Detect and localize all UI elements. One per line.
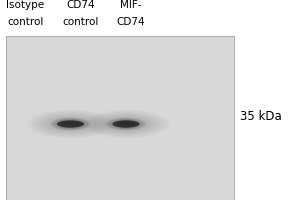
Ellipse shape (116, 121, 136, 127)
Text: 35 kDa: 35 kDa (240, 110, 282, 122)
Ellipse shape (109, 119, 143, 129)
Text: MIF-: MIF- (120, 0, 141, 10)
Bar (6, 36, 234, 200)
Ellipse shape (57, 120, 84, 128)
Ellipse shape (61, 121, 80, 127)
Ellipse shape (53, 119, 88, 129)
Ellipse shape (107, 118, 145, 130)
Ellipse shape (50, 117, 91, 131)
Text: CD74: CD74 (67, 0, 95, 10)
Text: control: control (7, 17, 44, 27)
Ellipse shape (55, 119, 86, 129)
Text: control: control (63, 17, 99, 27)
Ellipse shape (63, 122, 78, 125)
Ellipse shape (114, 120, 138, 128)
Ellipse shape (57, 120, 84, 128)
Ellipse shape (118, 121, 134, 127)
Ellipse shape (112, 120, 140, 128)
Ellipse shape (112, 120, 140, 128)
Ellipse shape (111, 119, 141, 129)
Ellipse shape (52, 118, 89, 130)
Text: Isotype: Isotype (6, 0, 45, 10)
Ellipse shape (62, 121, 79, 127)
Text: CD74: CD74 (116, 17, 145, 27)
Ellipse shape (106, 117, 146, 131)
Ellipse shape (118, 122, 134, 125)
Ellipse shape (59, 120, 82, 128)
